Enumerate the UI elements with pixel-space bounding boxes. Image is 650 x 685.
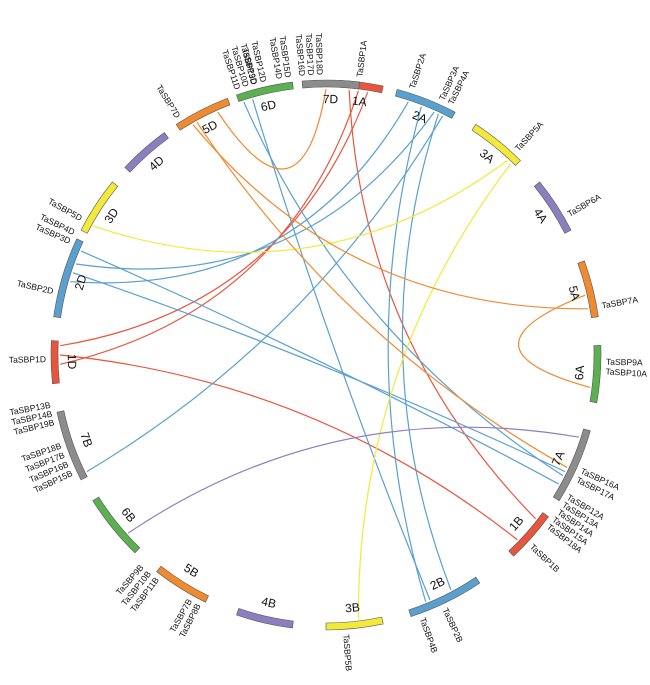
gene-label-tasbp17d: TaSBP17D [304,33,316,76]
chromosome-arc-5b [156,565,209,603]
chromosome-arc-2a [394,89,456,119]
gene-label-tasbp18d: TaSBP18D [314,33,325,75]
gene-label-tasbp2b: TaSBP2B [440,606,465,644]
chromosome-label-3b: 3B [345,600,361,615]
chromosome-arc-4a [533,181,572,234]
link-12 [243,101,564,477]
gene-label-tasbp7d: TaSBP7D [154,83,182,120]
chromosome-arc-2b [408,576,481,617]
gene-label-tasbp2a: TaSBP2A [407,52,428,90]
chromosome-arc-7b [56,410,88,481]
chromosome-arc-2d [53,238,84,319]
link-16 [196,122,568,468]
chromosome-label-6b: 6B [118,505,138,525]
chromosome-label-5b: 5B [181,561,201,581]
link-14 [357,163,512,620]
chromosome-label-2a: 2A [410,108,429,126]
chromosome-label-4a: 4A [531,206,551,226]
link-18 [217,88,327,170]
chromosome-arc-3d [80,181,119,234]
chromosome-arc-5d [175,97,231,131]
gene-label-tasbp1d: TaSBP1D [9,354,46,365]
chromosome-arc-1d [50,340,60,385]
chromosome-label-4d: 4D [146,153,167,174]
link-7 [86,115,444,473]
link-2 [348,89,537,520]
chromosome-label-2d: 2D [72,273,90,292]
link-11 [252,99,431,601]
link-8 [387,106,427,602]
chromosome-label-3d: 3D [101,205,121,226]
chromosome-arc-6a [589,345,602,404]
link-19 [127,426,580,534]
gene-label-tasbp6a: TaSBP6A [566,192,603,219]
link-17 [192,124,588,310]
link-6 [401,113,452,591]
chromosome-label-7a: 7A [549,449,568,468]
gene-label-tasbp5b: TaSBP5B [341,634,354,672]
chromosome-label-7b: 7B [77,431,95,450]
chromosome-arc-7d [301,79,360,90]
chromosome-label-1b: 1B [506,513,526,533]
gene-label-tasbp1a: TaSBP1A [354,40,368,78]
chromosome-arc-1b [508,512,549,557]
link-0 [60,92,369,347]
chromosome-label-4b: 4B [260,594,277,611]
chromosome-arc-3b [325,616,384,631]
chromosome-arc-6b [92,496,141,554]
chromosome-layer: 1A 2A 3A 4A 5A 6A 7A 1B 2B 3B 4B 5B 6B 7B 1D 2D 3D 4D 5D 6D… [50,79,602,631]
chromosome-label-1d: 1D [65,354,79,370]
link-1 [60,90,359,365]
gene-label-tasbp4b: TaSBP4B [418,616,440,654]
chromosome-arc-4b [236,608,294,629]
link-4 [70,101,409,284]
link-10 [72,272,566,473]
gene-label-tasbp5a: TaSBP5A [513,119,546,153]
gene-label-tasbp1b: TaSBP1B [528,542,562,575]
chromosome-label-1a: 1A [351,93,367,109]
link-9 [80,250,559,485]
link-5 [75,111,435,270]
gene-label-tasbp9a: TaSBP9A [606,357,643,368]
chromosome-label-6d: 6D [259,97,277,114]
links-layer [59,88,591,620]
chromosome-label-3a: 3A [477,146,497,166]
chromosome-label-5d: 5D [200,117,220,137]
gene-label-tasbp7a: TaSBP7A [601,294,639,310]
chromosome-arc-3a [471,123,521,166]
chromosome-label-5a: 5A [566,284,583,302]
chromosome-label-7d: 7D [323,92,339,106]
chromosome-arc-7a [552,428,591,502]
chromosome-arc-6d [236,81,294,102]
chromosome-label-6a: 6A [572,365,587,381]
link-3 [59,354,518,541]
chromosome-label-2b: 2B [428,574,447,593]
chromosome-arc-5a [577,260,599,319]
gene-label-tasbp10a: TaSBP10A [605,366,647,379]
gene-label-tasbp2d: TaSBP2D [16,278,55,296]
link-13 [93,159,508,253]
gene-label-tasbp16d: TaSBP16D [294,34,308,77]
chromosome-arc-4d [124,132,169,173]
